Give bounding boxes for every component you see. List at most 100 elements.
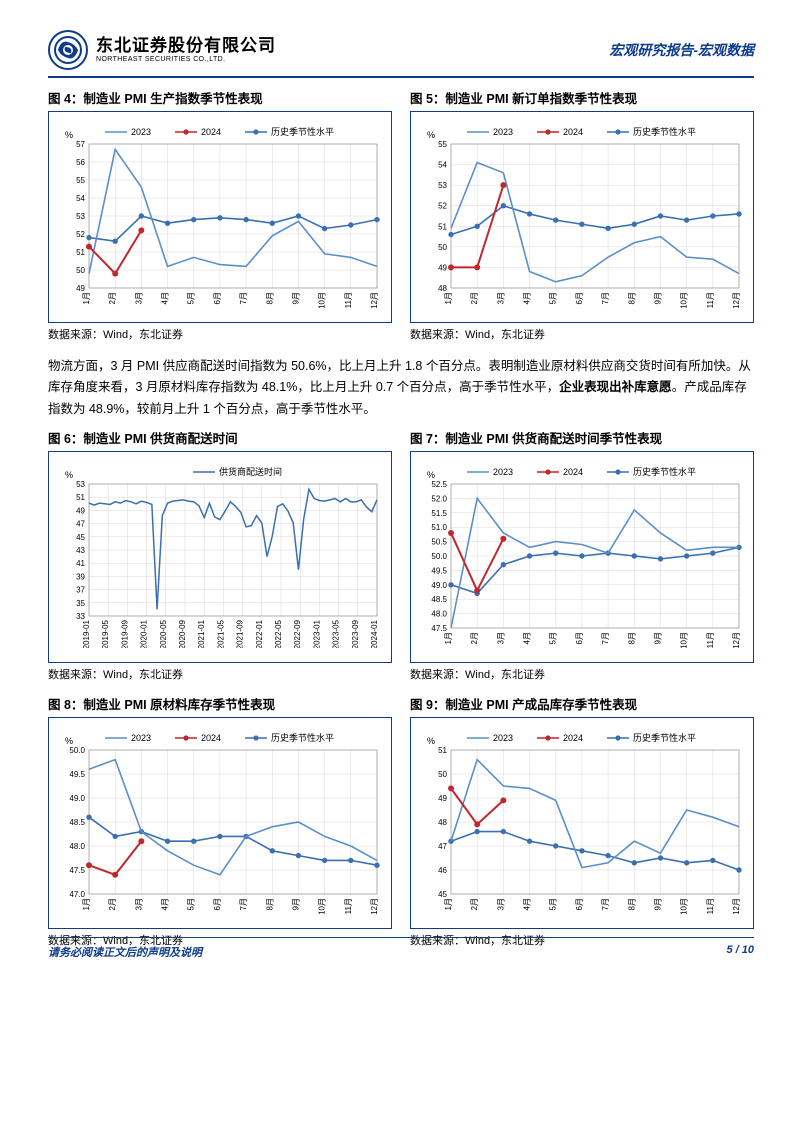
svg-text:12月: 12月: [732, 632, 741, 648]
svg-text:49: 49: [76, 506, 85, 515]
svg-text:48.0: 48.0: [69, 842, 85, 851]
svg-text:52.0: 52.0: [431, 494, 447, 503]
svg-text:8月: 8月: [627, 632, 636, 644]
svg-text:56: 56: [76, 158, 85, 167]
svg-text:49.0: 49.0: [69, 794, 85, 803]
svg-text:2023: 2023: [131, 127, 151, 137]
figure-4: 图 4：制造业 PMI 生产指数季节性表现 495051525354555657…: [48, 88, 392, 350]
svg-text:4月: 4月: [523, 898, 532, 910]
svg-text:49.0: 49.0: [431, 581, 447, 590]
svg-text:2020-09: 2020-09: [178, 619, 187, 648]
svg-text:%: %: [427, 470, 435, 480]
svg-text:45: 45: [438, 890, 447, 899]
body-text-content: 物流方面，3 月 PMI 供应商配送时间指数为 50.6%，比上月上升 1.8 …: [48, 359, 751, 416]
svg-text:49.5: 49.5: [69, 770, 85, 779]
svg-text:6月: 6月: [575, 632, 584, 644]
svg-text:2月: 2月: [470, 898, 479, 910]
svg-text:10月: 10月: [680, 898, 689, 914]
svg-text:2021-05: 2021-05: [216, 619, 225, 648]
svg-text:1月: 1月: [444, 292, 453, 304]
svg-text:49: 49: [438, 794, 447, 803]
svg-text:2022-01: 2022-01: [255, 619, 264, 648]
svg-text:2022-09: 2022-09: [293, 619, 302, 648]
svg-text:3月: 3月: [496, 898, 505, 910]
figure-7: 图 7：制造业 PMI 供货商配送时间季节性表现 47.548.048.549.…: [410, 428, 754, 690]
svg-text:51.5: 51.5: [431, 509, 447, 518]
svg-text:7月: 7月: [239, 292, 248, 304]
svg-text:2022-05: 2022-05: [274, 619, 283, 648]
svg-text:53: 53: [76, 212, 85, 221]
svg-text:%: %: [65, 736, 73, 746]
svg-text:11月: 11月: [344, 898, 353, 914]
svg-text:37: 37: [76, 585, 85, 594]
svg-text:2023: 2023: [131, 733, 151, 743]
svg-text:2024: 2024: [563, 733, 583, 743]
svg-text:4月: 4月: [523, 292, 532, 304]
svg-text:5月: 5月: [549, 898, 558, 910]
svg-text:35: 35: [76, 599, 85, 608]
svg-text:11月: 11月: [344, 292, 353, 308]
svg-text:2019-09: 2019-09: [120, 619, 129, 648]
svg-text:历史季节性水平: 历史季节性水平: [633, 126, 696, 137]
logo-block: 东北证券股份有限公司 NORTHEAST SECURITIES CO.,LTD.: [48, 30, 276, 70]
svg-text:51: 51: [76, 493, 85, 502]
svg-text:10月: 10月: [318, 292, 327, 308]
svg-text:8月: 8月: [627, 898, 636, 910]
svg-text:2020-05: 2020-05: [159, 619, 168, 648]
svg-text:2024: 2024: [201, 733, 221, 743]
svg-text:1月: 1月: [444, 632, 453, 644]
svg-text:52: 52: [76, 230, 85, 239]
svg-text:9月: 9月: [653, 632, 662, 644]
chart-title: 图 8：制造业 PMI 原材料库存季节性表现: [48, 694, 392, 713]
svg-text:2月: 2月: [470, 292, 479, 304]
logo-text-en: NORTHEAST SECURITIES CO.,LTD.: [96, 56, 276, 63]
svg-text:50: 50: [438, 770, 447, 779]
page-number: 5 / 10: [726, 944, 754, 960]
svg-text:51.0: 51.0: [431, 523, 447, 532]
svg-text:5月: 5月: [549, 292, 558, 304]
svg-text:49: 49: [438, 263, 447, 272]
svg-text:51: 51: [438, 222, 447, 231]
header-breadcrumb: 宏观研究报告-宏观数据: [609, 40, 754, 60]
svg-text:47.5: 47.5: [69, 866, 85, 875]
svg-text:10月: 10月: [318, 898, 327, 914]
svg-text:49: 49: [76, 284, 85, 293]
svg-text:9月: 9月: [653, 898, 662, 910]
svg-text:55: 55: [76, 176, 85, 185]
svg-text:50.5: 50.5: [431, 537, 447, 546]
svg-text:12月: 12月: [732, 898, 741, 914]
svg-text:2023: 2023: [493, 467, 513, 477]
svg-text:11月: 11月: [706, 632, 715, 648]
svg-text:2023-01: 2023-01: [312, 619, 321, 648]
svg-text:11月: 11月: [706, 292, 715, 308]
svg-text:48.0: 48.0: [431, 609, 447, 618]
svg-text:3月: 3月: [134, 898, 143, 910]
figure-9: 图 9：制造业 PMI 产成品库存季节性表现 454647484950511月2…: [410, 694, 754, 956]
svg-text:47: 47: [76, 519, 85, 528]
svg-text:48: 48: [438, 284, 447, 293]
svg-text:52.5: 52.5: [431, 480, 447, 489]
svg-text:5月: 5月: [187, 292, 196, 304]
body-paragraph: 物流方面，3 月 PMI 供应商配送时间指数为 50.6%，比上月上升 1.8 …: [48, 356, 754, 420]
svg-text:历史季节性水平: 历史季节性水平: [633, 732, 696, 743]
chart-title: 图 7：制造业 PMI 供货商配送时间季节性表现: [410, 428, 754, 447]
svg-text:12月: 12月: [370, 292, 379, 308]
svg-text:11月: 11月: [706, 898, 715, 914]
svg-text:%: %: [427, 736, 435, 746]
svg-text:49.5: 49.5: [431, 566, 447, 575]
svg-text:6月: 6月: [213, 898, 222, 910]
svg-text:41: 41: [76, 559, 85, 568]
chart-title: 图 6：制造业 PMI 供货商配送时间: [48, 428, 392, 447]
svg-text:2019-01: 2019-01: [82, 619, 91, 648]
svg-text:3月: 3月: [496, 632, 505, 644]
svg-text:5月: 5月: [187, 898, 196, 910]
svg-text:2023-05: 2023-05: [332, 619, 341, 648]
svg-text:历史季节性水平: 历史季节性水平: [633, 466, 696, 477]
svg-text:33: 33: [76, 612, 85, 621]
svg-text:2021-01: 2021-01: [197, 619, 206, 648]
svg-text:2月: 2月: [470, 632, 479, 644]
svg-text:9月: 9月: [291, 292, 300, 304]
chart-source: 数据来源：Wind，东北证券: [410, 666, 754, 682]
chart-source: 数据来源：Wind，东北证券: [48, 666, 392, 682]
svg-text:47.0: 47.0: [69, 890, 85, 899]
